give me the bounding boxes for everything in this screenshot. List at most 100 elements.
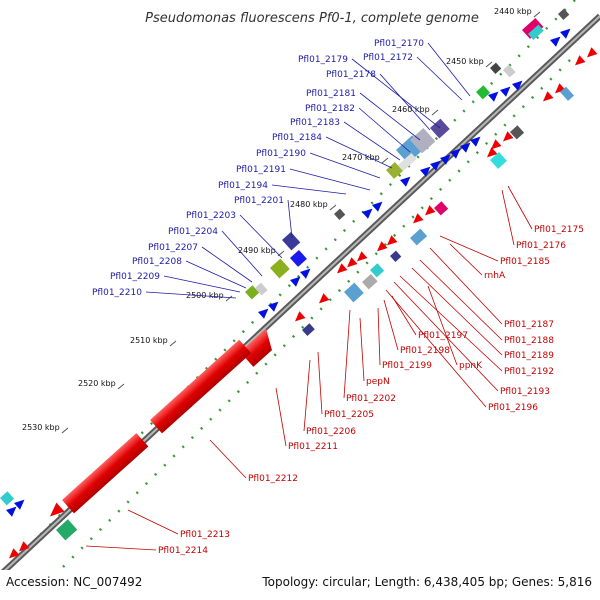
tick-mark: [431, 109, 439, 116]
tick-mark: [117, 383, 125, 390]
forward-gene-label: Pfl01_2178: [326, 70, 376, 80]
leader-line: [317, 351, 323, 415]
forward-gene-label: Pfl01_2203: [186, 211, 236, 221]
forward-gene-arrow: [372, 201, 383, 212]
reverse-gene-arrow: [357, 251, 368, 262]
reverse-gene-arrow: [425, 205, 436, 216]
reverse-gene-arrow: [543, 91, 554, 102]
leader-line: [239, 214, 283, 259]
forward-gene-label: Pfl01_2184: [272, 133, 322, 143]
gene-block: [334, 208, 346, 220]
gene-block: [255, 282, 268, 296]
reverse-gene-arrow: [587, 47, 598, 58]
forward-gene-label: Pfl01_2182: [305, 104, 355, 114]
gene-Pfl01_2212: [150, 339, 252, 434]
reverse-gene-label: Pfl01_2205: [324, 410, 374, 420]
gene-block: [558, 8, 570, 20]
forward-gene-label: Pfl01_2208: [132, 257, 182, 267]
forward-gene-arrow: [560, 28, 571, 39]
forward-gene-label: Pfl01_2179: [298, 55, 348, 65]
leader-line: [325, 136, 393, 169]
reverse-gene-arrow: [295, 311, 306, 322]
reverse-gene-label: Pfl01_2192: [504, 367, 554, 377]
leader-line: [209, 439, 247, 479]
reverse-gene-arrow: [555, 83, 566, 94]
inner-dot-track: [39, 59, 571, 591]
tick-label: 2490 kbp: [238, 246, 276, 255]
tick-mark: [225, 295, 233, 302]
leader-line: [385, 289, 487, 408]
forward-gene-arrow: [470, 136, 481, 147]
leader-line: [309, 152, 381, 179]
tick-label: 2440 kbp: [494, 7, 532, 16]
leader-line: [343, 121, 401, 161]
leader-line: [383, 299, 399, 351]
leader-line: [271, 184, 347, 195]
forward-gene-arrow: [488, 91, 499, 102]
reverse-gene-arrow: [575, 55, 586, 66]
forward-gene-arrow: [14, 499, 25, 510]
forward-gene-arrow: [300, 268, 311, 279]
tick-label: 2520 kbp: [78, 379, 116, 388]
leader-line: [359, 317, 365, 382]
forward-gene-label: Pfl01_2207: [148, 243, 198, 253]
leader-line: [287, 199, 293, 239]
reverse-gene-label: rnhA: [484, 271, 506, 281]
forward-gene-label: Pfl01_2191: [236, 165, 286, 175]
tick-label: 2530 kbp: [22, 423, 60, 432]
leader-line: [303, 359, 311, 432]
gene-block: [343, 282, 364, 303]
kbp-ticks: 2440 kbp 2450 kbp 2460 kbp 2470 kbp 2480 kbp…: [22, 7, 541, 434]
gene-block: [370, 263, 385, 278]
reverse-gene-label: Pfl01_2188: [504, 336, 554, 346]
forward-gene-arrow: [500, 86, 511, 97]
forward-gene-label: Pfl01_2210: [92, 288, 142, 298]
gene-block: [489, 151, 507, 169]
tick-label: 2470 kbp: [342, 153, 380, 162]
gene-block: [361, 273, 378, 290]
leader-line: [351, 58, 441, 129]
reverse-gene-label: ppnK: [459, 361, 483, 371]
leader-line: [185, 260, 247, 289]
tick-label: 2460 kbp: [392, 105, 430, 114]
reverse-gene-label: Pfl01_2185: [500, 257, 550, 267]
reverse-gene-arrow: [491, 139, 502, 150]
reverse-gene-label: Pfl01_2212: [248, 474, 298, 484]
reverse-gene-arrow: [9, 548, 20, 559]
forward-gene-label: Pfl01_2181: [306, 89, 356, 99]
gene-block: [269, 258, 290, 279]
forward-gene-label: Pfl01_2170: [374, 39, 424, 49]
tick-label: 2480 kbp: [290, 200, 328, 209]
leader-line: [439, 235, 499, 262]
gene-block: [245, 285, 260, 300]
reverse-gene-label: Pfl01_2199: [382, 361, 432, 371]
leader-line: [393, 281, 499, 392]
reverse-gene-arrow: [503, 131, 514, 142]
tick-label: 2500 kbp: [186, 291, 224, 300]
gene-block: [389, 250, 402, 262]
reverse-gene-label: Pfl01_2206: [306, 427, 356, 437]
forward-gene-arrow: [450, 148, 461, 159]
leader-line: [221, 230, 263, 277]
forward-gene-label: Pfl01_2204: [168, 227, 218, 237]
leader-line: [411, 267, 503, 356]
reverse-gene-arrow: [387, 235, 398, 246]
gene-block: [386, 161, 403, 179]
forward-gene-arrow: [440, 154, 451, 165]
leader-line: [359, 92, 421, 141]
leader-line: [379, 73, 431, 131]
leader-line: [127, 509, 179, 535]
reverse-gene-label: Pfl01_2175: [534, 225, 584, 235]
gene-block: [503, 64, 516, 78]
gene-labels: Pfl01_2170 Pfl01_2172 Pfl01_2178 Pfl01_2179…: [85, 39, 584, 556]
tick-mark: [61, 427, 69, 434]
leader-line: [289, 168, 371, 191]
reverse-gene-arrow: [337, 263, 348, 274]
forward-gene-label: Pfl01_2172: [363, 53, 413, 63]
gene-block: [430, 118, 450, 139]
leader-line: [391, 295, 417, 336]
leader-line: [343, 309, 351, 399]
tick-mark: [169, 340, 177, 347]
forward-gene-arrow: [430, 160, 441, 171]
gene-block: [55, 519, 78, 541]
